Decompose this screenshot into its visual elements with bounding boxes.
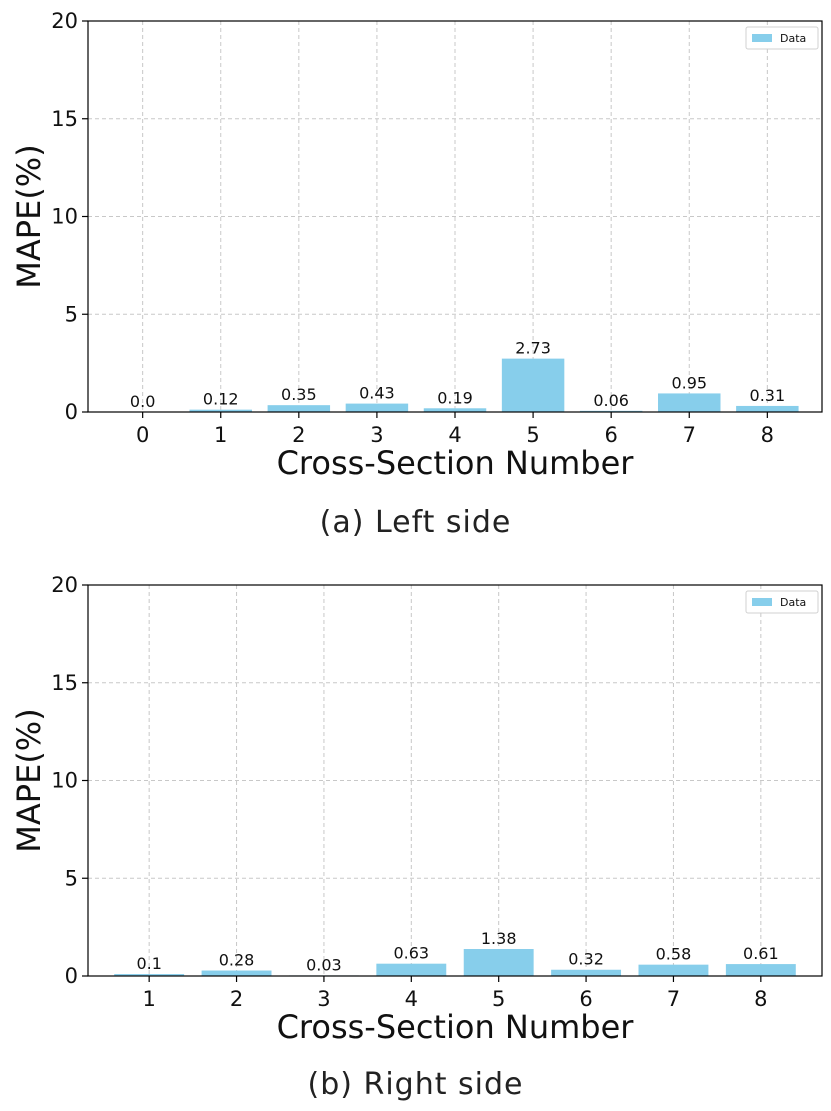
bar-value-label: 2.73 xyxy=(515,339,551,358)
x-axis-label: Cross-Section Number xyxy=(277,1008,635,1046)
x-tick-label: 7 xyxy=(683,423,696,447)
legend-swatch xyxy=(752,34,772,42)
x-tick-label: 2 xyxy=(292,423,305,447)
y-tick-label: 15 xyxy=(51,107,78,131)
y-axis-label: MAPE(%) xyxy=(10,144,48,288)
legend-swatch xyxy=(752,598,772,606)
bar xyxy=(423,408,487,412)
y-tick-label: 20 xyxy=(51,9,78,33)
plot-frame xyxy=(87,584,823,977)
y-tick-label: 20 xyxy=(51,573,78,597)
plot-frame xyxy=(87,20,823,413)
y-tick-label: 0 xyxy=(65,400,78,424)
bar-value-label: 0.1 xyxy=(136,954,161,973)
bar xyxy=(345,403,409,412)
bar-value-label: 0.06 xyxy=(593,391,629,410)
bar-value-label: 0.43 xyxy=(359,384,395,403)
bar xyxy=(725,964,796,976)
y-tick-label: 15 xyxy=(51,671,78,695)
x-tick-label: 4 xyxy=(405,987,418,1011)
x-tick-label: 6 xyxy=(579,987,592,1011)
bar xyxy=(551,969,622,976)
bar-value-label: 0.61 xyxy=(743,944,779,963)
bar xyxy=(658,393,721,412)
x-tick-label: 5 xyxy=(492,987,505,1011)
bar xyxy=(376,963,447,976)
chart-panel-right: 0 5 10 15 20 0.1 0.28 0.03 0.63 1.38 0.32 0.58 0.61 1… xyxy=(0,563,831,1111)
bar xyxy=(501,358,565,412)
y-axis-label: MAPE(%) xyxy=(10,708,48,852)
x-tick-label: 8 xyxy=(761,423,774,447)
x-tick-label: 6 xyxy=(604,423,617,447)
bar-value-label: 0.35 xyxy=(281,385,317,404)
legend-box xyxy=(745,26,819,50)
legend-label: Data xyxy=(780,32,806,45)
bar xyxy=(736,405,799,412)
x-tick-label: 2 xyxy=(230,987,243,1011)
y-tick-label: 5 xyxy=(65,302,78,326)
caption-left: (a) Left side xyxy=(319,505,512,540)
x-tick-label: 1 xyxy=(142,987,155,1011)
y-tick-label: 10 xyxy=(51,769,78,793)
y-tick-label: 10 xyxy=(51,205,78,229)
bar xyxy=(114,974,185,976)
bar xyxy=(463,949,534,976)
bar xyxy=(189,409,252,412)
bar-value-label: 0.31 xyxy=(750,386,786,405)
bar-value-label: 0.95 xyxy=(671,373,707,392)
x-tick-label: 4 xyxy=(448,423,461,447)
bar-value-label: 0.28 xyxy=(219,951,255,970)
bar-value-label: 0.58 xyxy=(656,945,692,964)
legend-box xyxy=(745,590,819,614)
bar-value-label: 0.19 xyxy=(437,388,473,407)
bar xyxy=(267,405,331,412)
bar-value-label: 0.32 xyxy=(568,950,604,969)
y-tick-label: 5 xyxy=(65,866,78,890)
chart-panel-left: 0 5 10 15 20 0.0 0.12 0.35 0.43 0.19 2.73 0.06 0.95 0… xyxy=(10,9,823,540)
x-tick-label: 8 xyxy=(754,987,767,1011)
x-axis-label: Cross-Section Number xyxy=(277,444,635,482)
x-tick-label: 3 xyxy=(317,987,330,1011)
y-tick-label: 0 xyxy=(65,964,78,988)
bar-value-label: 0.12 xyxy=(203,390,239,409)
x-tick-label: 1 xyxy=(214,423,227,447)
x-tick-label: 7 xyxy=(667,987,680,1011)
bar-value-label: 0.03 xyxy=(306,955,342,974)
x-tick-label: 5 xyxy=(526,423,539,447)
bar xyxy=(638,964,709,976)
caption-right: (b) Right side xyxy=(307,1067,524,1102)
legend-label: Data xyxy=(780,596,806,609)
x-tick-label: 0 xyxy=(136,423,149,447)
bar xyxy=(201,970,272,976)
x-tick-label: 3 xyxy=(370,423,383,447)
bar-value-label: 0.0 xyxy=(130,392,155,411)
bar-value-label: 1.38 xyxy=(481,929,517,948)
bar-value-label: 0.63 xyxy=(393,944,429,963)
